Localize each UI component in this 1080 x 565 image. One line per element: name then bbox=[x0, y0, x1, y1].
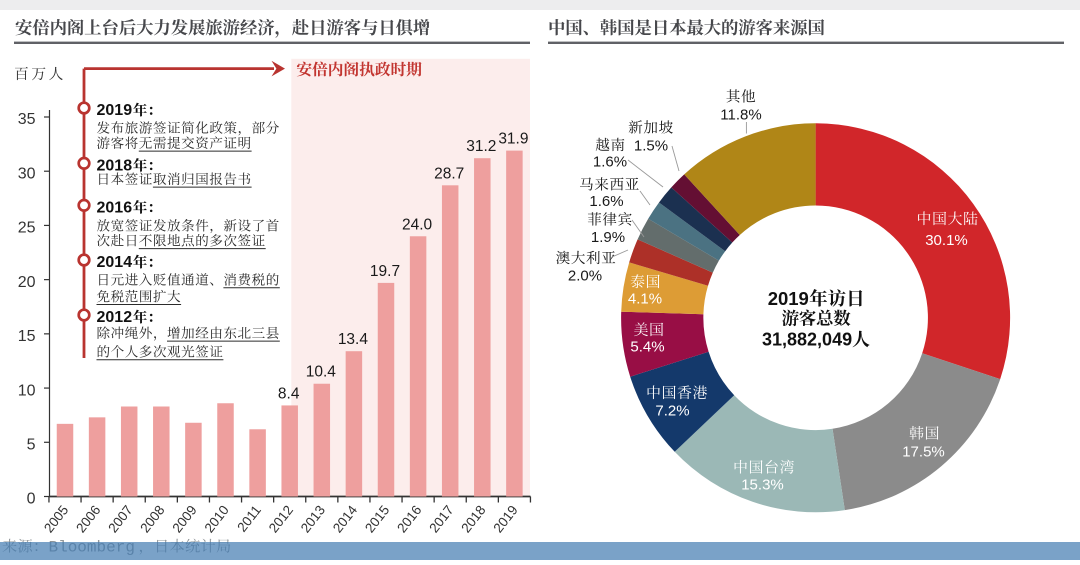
svg-text:15.3%: 15.3% bbox=[741, 477, 784, 494]
svg-text:5.4%: 5.4% bbox=[630, 339, 664, 356]
svg-text:20: 20 bbox=[18, 274, 36, 291]
svg-text:24.0: 24.0 bbox=[402, 216, 433, 233]
svg-text:31.2: 31.2 bbox=[466, 138, 496, 155]
svg-text:1.6%: 1.6% bbox=[593, 154, 627, 171]
svg-text:25: 25 bbox=[18, 220, 36, 237]
svg-text:28.7: 28.7 bbox=[434, 165, 464, 182]
svg-text:31,882,049: 31,882,049 bbox=[762, 330, 852, 350]
svg-text:2012: 2012 bbox=[97, 309, 133, 326]
svg-text:2014: 2014 bbox=[97, 254, 133, 271]
svg-text:11.8%: 11.8% bbox=[720, 107, 761, 124]
svg-text:35: 35 bbox=[18, 111, 36, 128]
svg-text:2016: 2016 bbox=[97, 200, 133, 217]
svg-text:1.9%: 1.9% bbox=[591, 229, 625, 246]
svg-text:8.4: 8.4 bbox=[278, 385, 300, 402]
svg-text:1.6%: 1.6% bbox=[589, 193, 623, 210]
svg-text:31.9: 31.9 bbox=[498, 131, 528, 148]
svg-text:2.0%: 2.0% bbox=[568, 268, 602, 285]
svg-text:1.5%: 1.5% bbox=[634, 138, 668, 155]
svg-text:10: 10 bbox=[18, 382, 36, 399]
svg-text:30: 30 bbox=[18, 165, 36, 182]
svg-text:2019: 2019 bbox=[97, 102, 133, 119]
svg-text:2019: 2019 bbox=[768, 288, 809, 309]
svg-text:5: 5 bbox=[27, 436, 36, 453]
svg-text:13.4: 13.4 bbox=[338, 331, 369, 348]
svg-text:7.2%: 7.2% bbox=[655, 403, 689, 420]
svg-text:17.5%: 17.5% bbox=[902, 444, 945, 461]
svg-text:19.7: 19.7 bbox=[370, 263, 400, 280]
svg-text:30.1%: 30.1% bbox=[925, 232, 968, 249]
svg-text:4.1%: 4.1% bbox=[628, 291, 662, 308]
svg-text:15: 15 bbox=[18, 328, 36, 345]
svg-text:0: 0 bbox=[27, 491, 36, 508]
svg-text:2018: 2018 bbox=[97, 158, 133, 175]
svg-text:10.4: 10.4 bbox=[306, 364, 337, 381]
